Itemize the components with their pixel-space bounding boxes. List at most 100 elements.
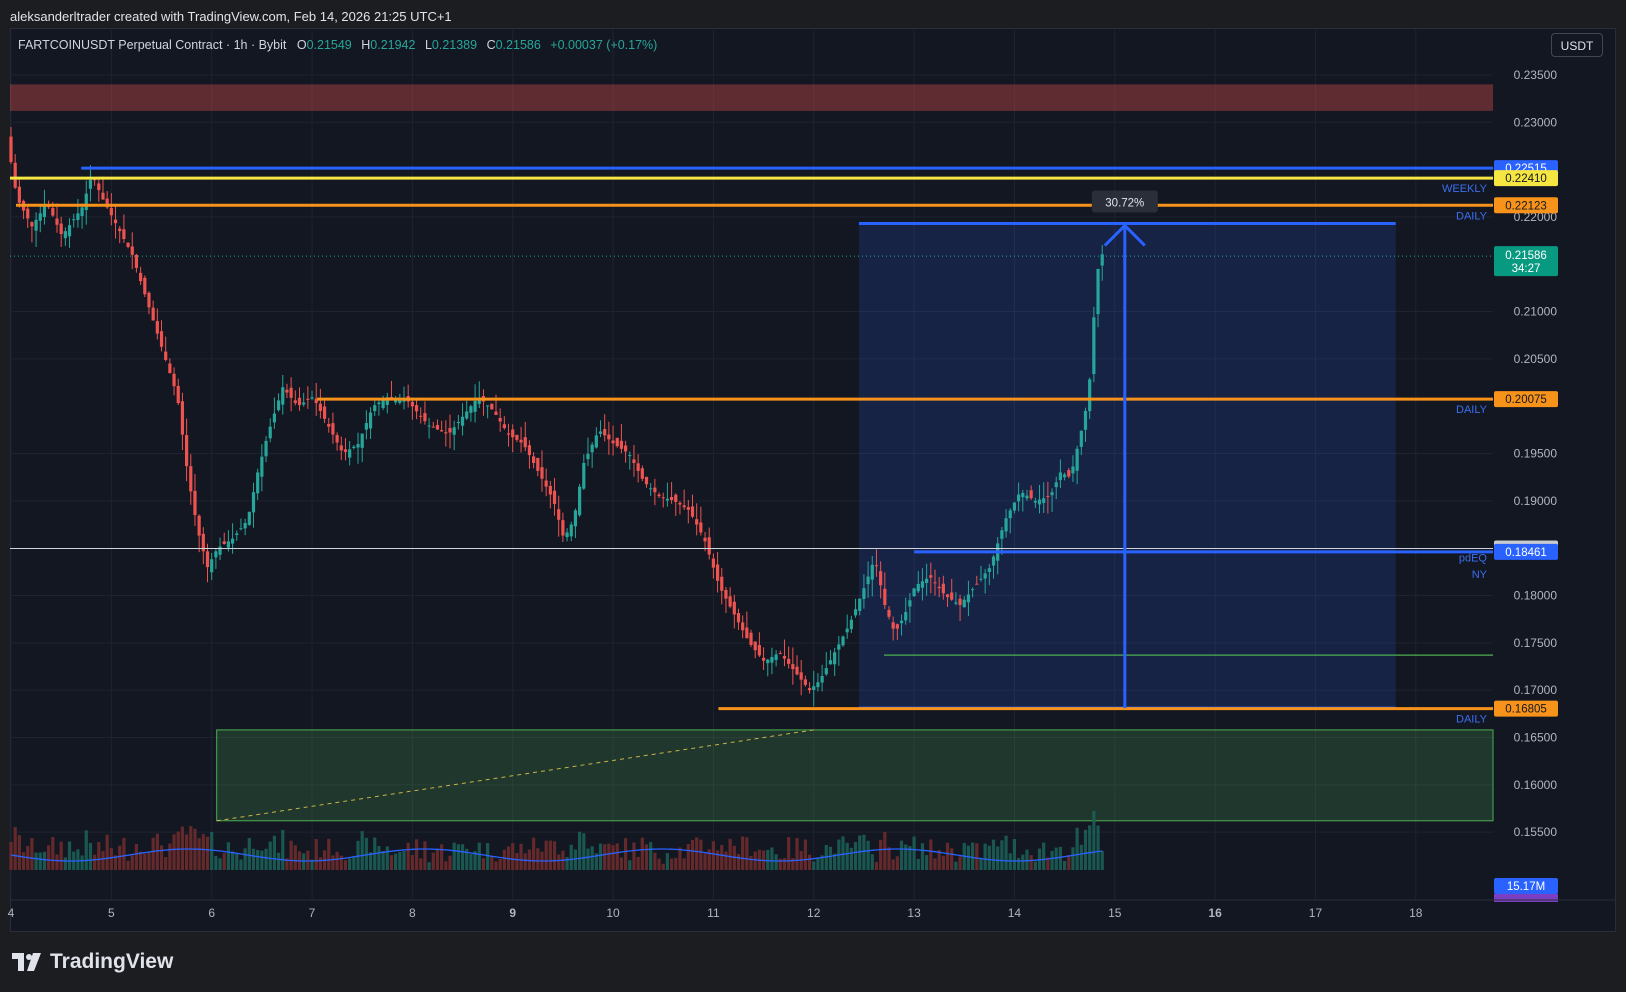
volume-bar xyxy=(991,839,996,870)
volume-bar xyxy=(766,849,770,870)
candle-body xyxy=(682,505,686,508)
y-tick-label: 0.23000 xyxy=(1514,115,1558,129)
tradingview-logo[interactable]: TradingView xyxy=(12,950,173,974)
volume-bar xyxy=(841,836,845,870)
candle-body xyxy=(348,449,352,458)
volume-bar xyxy=(172,834,176,870)
candle-body xyxy=(699,522,703,533)
candle-body xyxy=(502,424,506,429)
volume-bar xyxy=(594,853,598,870)
volume-bar xyxy=(787,837,791,870)
volume-bar xyxy=(1079,844,1083,870)
volume-bar xyxy=(435,849,440,870)
candle-body xyxy=(1096,268,1100,315)
candle-body xyxy=(941,583,945,594)
candle-body xyxy=(649,488,653,490)
volume-bar xyxy=(34,852,38,870)
candle-body xyxy=(720,576,724,591)
volume-bar xyxy=(481,858,486,870)
candle-body xyxy=(552,490,557,505)
candle-body xyxy=(582,463,586,489)
candle-body xyxy=(954,602,958,604)
candle-body xyxy=(833,652,837,665)
candle-body xyxy=(247,511,251,525)
volume-bar xyxy=(1033,861,1037,870)
candle-body xyxy=(222,541,226,544)
x-tick-label: 11 xyxy=(707,906,720,920)
close-label: C xyxy=(486,38,496,52)
volume-bar xyxy=(950,848,954,870)
candle-body xyxy=(398,399,402,403)
candle-body xyxy=(302,402,306,405)
volume-bar xyxy=(749,855,753,870)
candle-body xyxy=(644,476,649,485)
volume-bar xyxy=(381,851,385,870)
candle-body xyxy=(506,433,511,435)
candle-body xyxy=(318,403,322,411)
volume-bar xyxy=(807,854,812,870)
volume-bar xyxy=(770,847,774,870)
candle-body xyxy=(862,588,866,599)
volume-bar xyxy=(791,858,795,870)
y-tick-label: 0.19500 xyxy=(1514,447,1558,461)
volume-bar xyxy=(105,834,109,870)
volume-bar xyxy=(356,840,360,870)
y-tick-label: 0.21000 xyxy=(1514,305,1558,319)
measure-box[interactable] xyxy=(858,223,1396,709)
volume-tag-bg xyxy=(1494,878,1558,894)
candle-body xyxy=(260,456,264,477)
volume-bar xyxy=(1100,850,1104,870)
candle-body xyxy=(828,660,833,665)
volume-bar xyxy=(1054,847,1058,870)
candle-body xyxy=(883,588,887,605)
candle-body xyxy=(134,254,139,268)
price-tag-bg xyxy=(1494,170,1558,187)
candle-body xyxy=(30,222,34,227)
candle-body xyxy=(578,486,582,516)
volume-bar xyxy=(753,851,757,870)
volume-bar xyxy=(1000,840,1004,870)
candle-body xyxy=(389,396,394,398)
candle-body xyxy=(628,455,632,457)
candle-body xyxy=(423,413,427,422)
volume-bar xyxy=(126,860,130,870)
candle-body xyxy=(465,411,469,419)
y-tick-label: 0.20500 xyxy=(1514,352,1558,366)
candle-body xyxy=(736,613,741,623)
supply-zone xyxy=(10,84,1493,111)
volume-bar xyxy=(874,862,879,870)
candle-body xyxy=(607,434,611,440)
volume-bar xyxy=(38,852,42,870)
candle-body xyxy=(803,679,807,685)
volume-bar xyxy=(431,852,435,870)
candle-body xyxy=(335,435,339,443)
volume-ma-line xyxy=(10,848,1103,862)
currency-button[interactable]: USDT xyxy=(1551,33,1603,57)
volume-bar xyxy=(260,850,264,870)
volume-bar xyxy=(582,833,586,870)
candle-body xyxy=(113,219,118,224)
candle-body xyxy=(235,533,239,535)
volume-bar xyxy=(210,832,214,870)
volume-bar xyxy=(59,841,63,870)
candle-body xyxy=(845,628,849,633)
level-label: pdEQ xyxy=(1459,552,1488,564)
candle-body xyxy=(1083,410,1088,430)
candle-body xyxy=(327,423,331,427)
candle-body xyxy=(766,659,770,664)
volume-bar xyxy=(1067,855,1071,870)
candle-body xyxy=(151,307,155,321)
volume-bar xyxy=(314,839,318,870)
candle-body xyxy=(72,219,76,221)
tradingview-logo-icon xyxy=(12,953,41,971)
candle-body xyxy=(945,594,950,598)
candle-body xyxy=(912,588,916,597)
x-tick-label: 12 xyxy=(807,906,821,920)
candle-body xyxy=(230,538,235,544)
symbol-title[interactable]: FARTCOINUSDT Perpetual Contract · 1h · B… xyxy=(18,38,287,52)
candle-body xyxy=(419,415,423,417)
candle-body xyxy=(594,435,598,448)
candle-body xyxy=(1012,502,1017,511)
volume-bar xyxy=(849,847,853,870)
